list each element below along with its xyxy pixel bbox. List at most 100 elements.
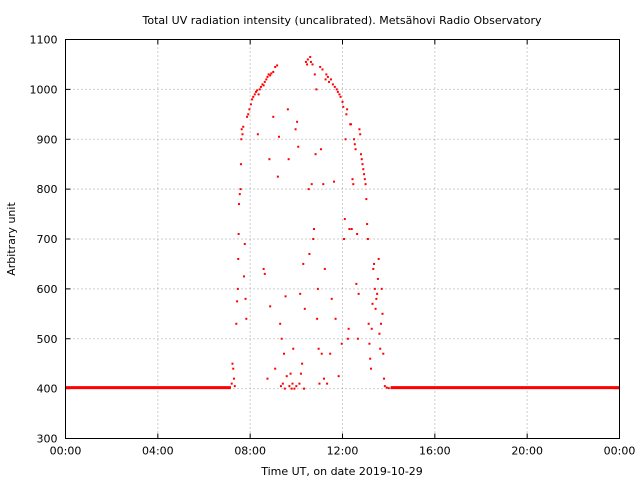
- data-point: [320, 352, 323, 355]
- y-tick-label: 800: [37, 183, 58, 196]
- data-point: [309, 60, 312, 63]
- data-point: [372, 267, 375, 270]
- data-point: [232, 367, 235, 370]
- data-point: [279, 385, 282, 388]
- data-point: [272, 115, 275, 118]
- grid: [65, 39, 620, 439]
- data-point: [247, 113, 250, 116]
- data-point: [336, 90, 339, 93]
- data-point: [256, 89, 259, 92]
- y-tick-label: 600: [37, 283, 58, 296]
- data-point: [359, 153, 362, 156]
- data-point: [296, 120, 299, 123]
- data-point: [258, 88, 261, 91]
- data-point: [288, 385, 291, 388]
- data-point: [339, 95, 342, 98]
- x-axis-ticks: 00:00 04:00 08:00 12:00 16:00 20:00 00:00: [50, 39, 635, 458]
- data-point: [313, 228, 316, 231]
- data-point: [340, 342, 343, 345]
- data-point: [373, 262, 376, 265]
- data-point: [325, 73, 328, 76]
- data-point: [290, 387, 293, 390]
- y-tick-label: 300: [37, 433, 58, 446]
- data-point: [374, 307, 377, 310]
- data-point: [312, 238, 315, 240]
- data-point: [319, 65, 322, 68]
- data-point: [297, 145, 300, 148]
- data-point: [310, 183, 313, 186]
- y-tick-label: 1000: [30, 83, 58, 96]
- data-point: [351, 178, 354, 181]
- data-point: [233, 377, 236, 380]
- data-point: [330, 297, 333, 300]
- data-point: [286, 108, 289, 111]
- data-point: [284, 295, 287, 298]
- data-point: [311, 63, 314, 66]
- data-point: [373, 287, 376, 290]
- data-point: [354, 148, 357, 151]
- data-point: [341, 100, 344, 103]
- data-point: [240, 138, 243, 141]
- data-point: [291, 382, 294, 385]
- data-point: [244, 297, 247, 300]
- data-point: [377, 257, 380, 260]
- data-point: [230, 382, 233, 385]
- data-point: [316, 317, 319, 320]
- data-point: [368, 342, 371, 345]
- data-point: [236, 287, 239, 290]
- data-point: [262, 84, 265, 87]
- data-point: [276, 175, 279, 178]
- data-point: [337, 375, 340, 378]
- chart-title: Total UV radiation intensity (uncalibrat…: [142, 14, 542, 27]
- data-point: [345, 113, 348, 116]
- data-point: [235, 322, 238, 325]
- data-point: [253, 93, 256, 96]
- data-point: [270, 72, 273, 75]
- data-point: [343, 238, 346, 240]
- data-point: [338, 93, 341, 96]
- data-point: [263, 80, 266, 83]
- x-tick-label: 00:00: [50, 445, 82, 458]
- x-tick-label: 08:00: [234, 445, 266, 458]
- data-point: [365, 198, 368, 201]
- y-tick-label: 700: [37, 233, 58, 246]
- data-point: [342, 105, 345, 108]
- data-point: [379, 322, 382, 325]
- data-point: [283, 352, 286, 355]
- data-point: [236, 300, 239, 303]
- data-point: [306, 63, 309, 66]
- data-point: [249, 103, 252, 106]
- data-point: [370, 327, 373, 330]
- y-tick-label: 500: [37, 333, 58, 346]
- data-point: [376, 277, 379, 280]
- data-point: [245, 317, 248, 320]
- data-point: [256, 133, 259, 136]
- data-point: [262, 267, 265, 270]
- data-point: [353, 138, 356, 141]
- data-point: [269, 305, 272, 308]
- x-tick-label: 12:00: [327, 445, 359, 458]
- data-point: [301, 362, 304, 365]
- data-point: [329, 352, 332, 355]
- data-point: [369, 357, 372, 360]
- data-point: [233, 385, 236, 388]
- data-point: [333, 180, 336, 183]
- data-point: [356, 233, 359, 236]
- data-point: [252, 95, 255, 98]
- data-point: [363, 178, 366, 181]
- data-point: [251, 98, 254, 101]
- data-point: [355, 282, 358, 285]
- data-point: [266, 377, 269, 380]
- data-point: [240, 128, 243, 131]
- data-point: [346, 108, 349, 111]
- data-point: [289, 372, 292, 375]
- data-point: [382, 352, 385, 355]
- data-point: [381, 312, 384, 315]
- plot-frame: [65, 39, 620, 439]
- data-point: [321, 68, 324, 71]
- data-point: [317, 347, 320, 350]
- data-point: [375, 297, 378, 300]
- data-point: [293, 387, 296, 390]
- data-point: [308, 252, 311, 255]
- data-point: [292, 347, 295, 350]
